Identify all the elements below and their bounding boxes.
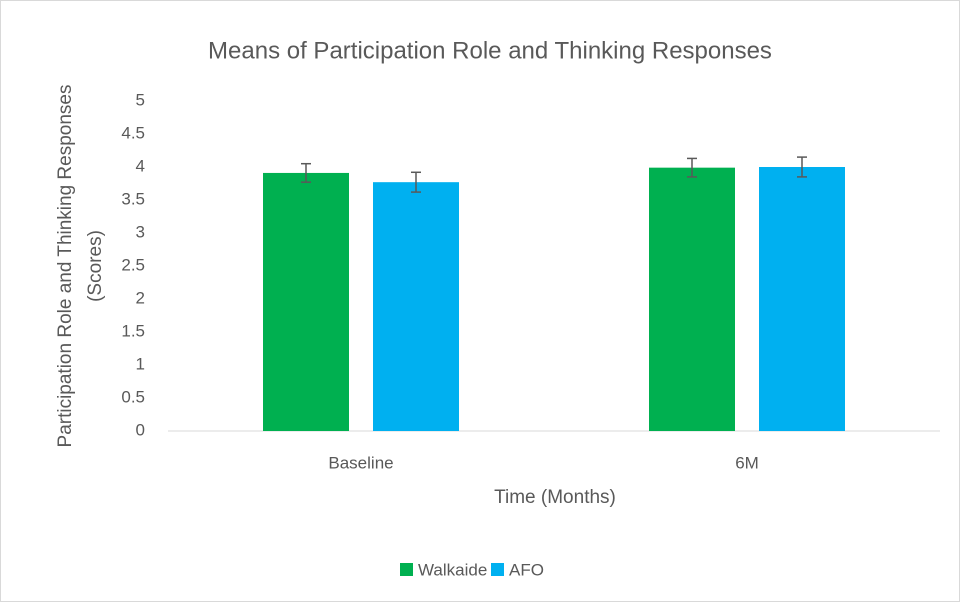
legend-swatch bbox=[400, 563, 413, 576]
y-tick-label: 2 bbox=[136, 288, 145, 307]
y-tick-label: 3 bbox=[136, 222, 145, 241]
legend-label: AFO bbox=[509, 560, 544, 579]
y-tick-label: 2.5 bbox=[121, 255, 145, 274]
y-tick-label: 0 bbox=[136, 420, 145, 439]
y-tick-label: 4.5 bbox=[121, 123, 145, 142]
x-tick-label: Baseline bbox=[328, 453, 393, 472]
bar bbox=[373, 182, 459, 431]
legend-label: Walkaide bbox=[418, 560, 487, 579]
error-bar bbox=[797, 156, 807, 178]
error-bar bbox=[301, 162, 311, 183]
x-axis-title: Time (Months) bbox=[494, 487, 616, 508]
error-bar bbox=[687, 157, 697, 178]
chart-title: Means of Participation Role and Thinking… bbox=[208, 37, 772, 64]
y-tick-label: 5 bbox=[136, 90, 145, 109]
bar bbox=[759, 167, 845, 431]
bar bbox=[649, 167, 735, 431]
y-axis-title: Participation Role and Thinking Response… bbox=[55, 85, 76, 448]
bar bbox=[263, 172, 349, 431]
y-tick-label: 4 bbox=[136, 156, 145, 175]
y-tick-label: 0.5 bbox=[121, 387, 145, 406]
legend-swatch bbox=[491, 563, 504, 576]
error-bar bbox=[411, 171, 421, 193]
y-tick-label: 1.5 bbox=[121, 321, 145, 340]
y-axis-title: (Scores) bbox=[85, 230, 106, 302]
y-tick-label: 3.5 bbox=[121, 189, 145, 208]
y-tick-label: 1 bbox=[136, 354, 145, 373]
x-tick-label: 6M bbox=[735, 453, 759, 472]
